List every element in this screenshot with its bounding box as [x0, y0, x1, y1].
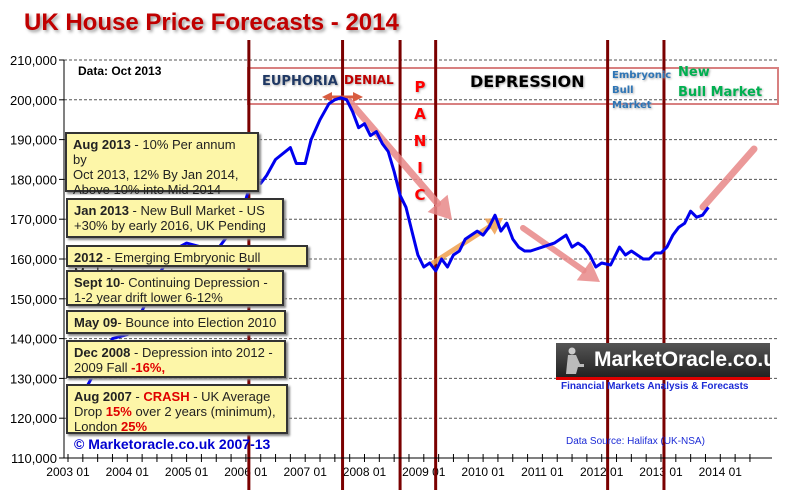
logo-text: MarketOracle.co.uk [594, 348, 788, 371]
y-tick-label: 120,000 [10, 411, 57, 426]
chart-title: UK House Price Forecasts - 2014 [24, 9, 399, 36]
phase-euphoria: EUPHORIA [262, 74, 338, 89]
x-tick-label: 2014 01 [699, 465, 743, 479]
oracle-statue-icon [566, 347, 584, 374]
drift-down-arrow [520, 225, 600, 282]
annotation-dec-2008: Dec 2008 - Depression into 2012 - 2009 F… [66, 340, 286, 378]
marketoracle-logo: MarketOracle.co.uk [556, 343, 788, 380]
x-tick-label: 2009 01 [402, 465, 446, 479]
annotation-may-09: May 09- Bounce into Election 2010 [66, 310, 286, 334]
phase-panic: P A N I C [413, 78, 427, 204]
denial-arrow-head-right [353, 92, 363, 102]
phase-new-bull-market: New Bull Market [678, 65, 763, 100]
y-tick-label: 130,000 [10, 371, 57, 386]
y-tick-label: 190,000 [10, 133, 57, 148]
phase-embryonic-bull: Embryonic Bull Market [612, 70, 672, 111]
y-tick-label: 210,000 [10, 53, 57, 68]
forecast-up-line [699, 145, 758, 211]
trend-arrows [322, 92, 758, 282]
annotation-2012: 2012 - Emerging Embryonic Bull Market [66, 245, 308, 280]
x-tick-label: 2007 01 [284, 465, 328, 479]
x-tick-label: 2008 01 [343, 465, 387, 479]
y-tick-label: 200,000 [10, 93, 57, 108]
panic-down-arrow [346, 98, 452, 220]
phase-depression: DEPRESSION [470, 72, 585, 91]
y-tick-label: 180,000 [10, 172, 57, 187]
x-tick-label: 2013 01 [639, 465, 683, 479]
phase-denial: DENIAL [344, 73, 394, 87]
copyright-notice: © Marketoracle.co.uk 2007-13 [74, 436, 271, 452]
phase-divider-lines [247, 40, 666, 490]
x-tick-label: 2003 01 [46, 465, 90, 479]
data-date-note: Data: Oct 2013 [78, 64, 162, 78]
x-tick-label: 2004 01 [106, 465, 150, 479]
panic-down-arrow-shaft [346, 98, 442, 207]
drift-down-arrow-head [576, 260, 600, 282]
y-tick-label: 110,000 [11, 451, 57, 466]
y-axis-ticks: 210,000 200,000 190,000 180,000 170,000 160,0… [10, 53, 64, 466]
denial-arrow-head-left [322, 92, 332, 102]
drift-down-arrow-shaft [520, 225, 587, 274]
x-tick-label: 2010 01 [461, 465, 505, 479]
annotation-jan-2013: Jan 2013 - New Bull Market - US +30% by … [66, 198, 284, 238]
x-tick-label: 2011 01 [521, 465, 564, 479]
x-tick-label: 2012 01 [580, 465, 624, 479]
y-tick-label: 150,000 [10, 292, 57, 307]
x-tick-label: 2005 01 [165, 465, 209, 479]
y-tick-label: 170,000 [10, 212, 57, 227]
bounce-up-arrow [430, 218, 503, 266]
x-axis-ticks: 2003 01 2004 01 2005 01 2006 01 2007 01 2008 … [46, 454, 751, 479]
logo-tagline: Financial Markets Analysis & Forecasts [561, 381, 749, 392]
y-tick-label: 140,000 [10, 332, 57, 347]
annotation-sept-10: Sept 10- Continuing Depression - 1-2 yea… [66, 270, 284, 306]
x-tick-label: 2006 01 [224, 465, 268, 479]
annotation-aug-2007: Aug 2007 - CRASH - UK Average Drop 15% o… [66, 384, 288, 434]
annotation-aug-2013: Aug 2013 - 10% Per annum by Oct 2013, 12… [65, 132, 259, 197]
panic-down-arrow-head [427, 194, 452, 220]
y-tick-label: 160,000 [10, 252, 57, 267]
data-source: Data Source: Halifax (UK-NSA) [566, 436, 705, 447]
